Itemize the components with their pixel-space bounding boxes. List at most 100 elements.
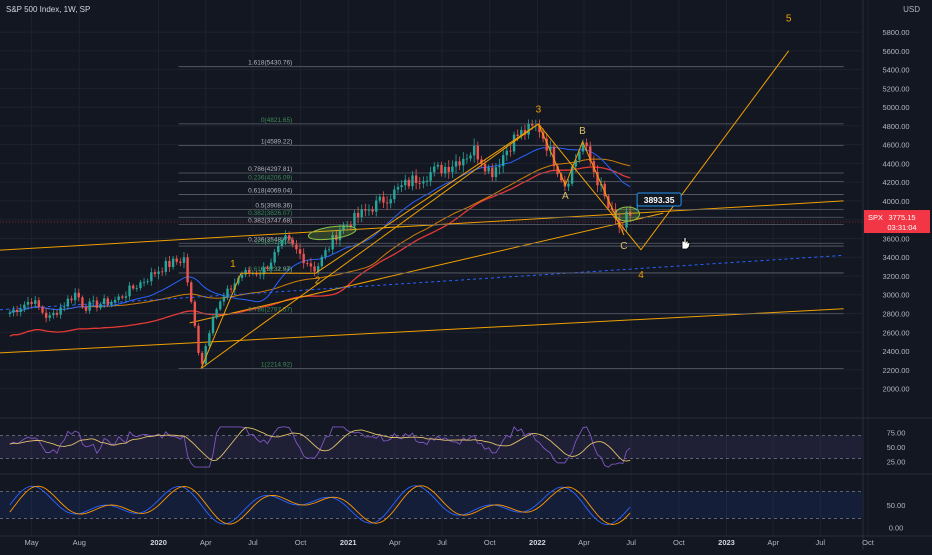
candle-body bbox=[469, 155, 471, 158]
wave-label-5: 5 bbox=[786, 13, 792, 24]
candle-body bbox=[150, 272, 152, 281]
candle-body bbox=[346, 225, 348, 226]
candle-body bbox=[139, 282, 141, 288]
candle-body bbox=[466, 159, 468, 160]
fib-label: 0.786(4297.81) bbox=[248, 166, 292, 173]
candle-body bbox=[70, 299, 72, 301]
wave-label-1: 1 bbox=[230, 259, 236, 270]
candle-body bbox=[20, 309, 22, 312]
candle-body bbox=[567, 184, 569, 187]
candle-body bbox=[78, 293, 80, 298]
time-tick-label: Apr bbox=[389, 538, 401, 547]
fib-label: 1.618(5430.76) bbox=[248, 60, 292, 67]
candle-body bbox=[110, 302, 112, 305]
symbol-label: SPX bbox=[868, 213, 883, 222]
candle-body bbox=[30, 302, 32, 304]
candle-body bbox=[190, 282, 192, 301]
candle-body bbox=[212, 318, 214, 333]
dashed-blue-line bbox=[0, 255, 844, 309]
candle-body bbox=[455, 161, 457, 166]
time-tick-label: Jul bbox=[816, 538, 826, 547]
wave-label-c: C bbox=[620, 241, 627, 252]
candle-body bbox=[364, 209, 366, 210]
candle-body bbox=[295, 245, 297, 250]
candle-body bbox=[146, 281, 148, 282]
price-tick-label: 5600.00 bbox=[882, 47, 909, 56]
time-tick-label: Jul bbox=[437, 538, 447, 547]
candle-body bbox=[306, 263, 308, 264]
candle-body bbox=[223, 297, 225, 302]
stoch-tick-label: 50.00 bbox=[887, 501, 906, 510]
candle-body bbox=[27, 302, 29, 305]
candle-body bbox=[244, 270, 246, 275]
fib-levels: 1.618(5430.76)0(4821.65)1(4589.22)0.786(… bbox=[179, 60, 844, 369]
candle-body bbox=[85, 307, 87, 311]
candle-body bbox=[393, 189, 395, 199]
time-tick-label: Jul bbox=[626, 538, 636, 547]
candle-body bbox=[125, 296, 127, 297]
rsi-tick-label: 75.00 bbox=[887, 429, 906, 438]
candle-body bbox=[284, 235, 286, 240]
support-ellipse bbox=[616, 207, 640, 221]
candle-body bbox=[103, 298, 105, 304]
candle-body bbox=[513, 135, 515, 152]
candle-body bbox=[509, 151, 511, 152]
candle-body bbox=[400, 185, 402, 187]
candle-body bbox=[9, 313, 11, 314]
price-tick-label: 4200.00 bbox=[882, 178, 909, 187]
candle-body bbox=[473, 146, 475, 156]
candle-body bbox=[154, 272, 156, 274]
price-tick-label: 3400.00 bbox=[882, 253, 909, 262]
time-tick-label: 2020 bbox=[150, 538, 167, 547]
wave-label-3: 3 bbox=[536, 104, 542, 115]
price-tick-label: 4800.00 bbox=[882, 122, 909, 131]
candle-body bbox=[241, 275, 243, 278]
candle-body bbox=[382, 197, 384, 203]
candle-body bbox=[433, 167, 435, 173]
price-tick-label: 4000.00 bbox=[882, 197, 909, 206]
candle-body bbox=[92, 301, 94, 302]
candle-body bbox=[324, 250, 326, 257]
candle-body bbox=[422, 181, 424, 183]
candle-body bbox=[168, 261, 170, 267]
candle-body bbox=[52, 313, 54, 315]
candle-body bbox=[408, 180, 410, 186]
candle-body bbox=[161, 272, 163, 273]
candle-body bbox=[404, 180, 406, 185]
wave-label-2: 2 bbox=[315, 275, 321, 286]
candle-body bbox=[176, 259, 178, 262]
candle-body bbox=[313, 266, 315, 271]
candle-body bbox=[491, 167, 493, 177]
candle-body bbox=[379, 197, 381, 201]
candle-body bbox=[502, 155, 504, 166]
candle-body bbox=[56, 313, 58, 315]
time-tick-label: Oct bbox=[862, 538, 875, 547]
candle-body bbox=[448, 167, 450, 172]
candle-body bbox=[498, 166, 500, 167]
time-tick-label: Apr bbox=[767, 538, 779, 547]
candle-body bbox=[299, 249, 301, 253]
time-tick-label: 2023 bbox=[718, 538, 735, 547]
candle-body bbox=[506, 151, 508, 155]
time-tick-label: Oct bbox=[295, 538, 308, 547]
time-tick-label: May bbox=[25, 538, 39, 547]
fib-label: 0.618(4069.04) bbox=[248, 187, 292, 194]
candle-body bbox=[302, 254, 304, 263]
candle-body bbox=[386, 203, 388, 204]
fib-label: 1(4589.22) bbox=[261, 139, 292, 146]
candle-body bbox=[157, 272, 159, 275]
candle-body bbox=[477, 146, 479, 160]
candle-body bbox=[117, 296, 119, 299]
candle-body bbox=[495, 167, 497, 177]
candle-body bbox=[208, 333, 210, 346]
candle-body bbox=[49, 315, 51, 318]
candle-body bbox=[266, 267, 268, 269]
candle-body bbox=[194, 302, 196, 326]
candle-body bbox=[531, 124, 533, 126]
candle-body bbox=[114, 300, 116, 302]
candle-body bbox=[321, 257, 323, 266]
